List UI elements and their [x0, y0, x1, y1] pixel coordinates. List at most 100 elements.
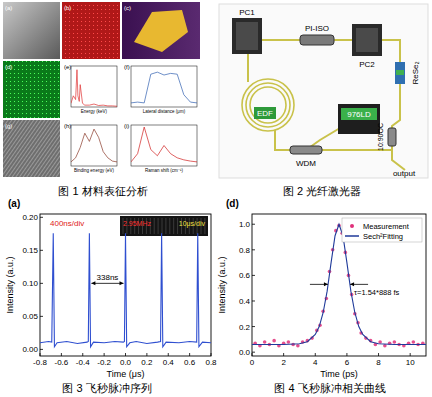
x-tick-label: 10	[406, 358, 415, 367]
data-area	[71, 129, 117, 162]
y-tick-label: 0.20	[22, 213, 38, 222]
annotation-arrow	[91, 283, 123, 284]
x-tick-label: 6	[345, 358, 350, 367]
eds-map-green	[3, 61, 60, 118]
data-line	[131, 127, 197, 162]
component-label: PI-ISO	[305, 24, 329, 33]
fiber-output	[392, 150, 405, 170]
panel-label: (e)	[64, 64, 71, 70]
x-tick-label: 0.8	[205, 358, 217, 367]
legend-label: Sech²Fitting	[363, 232, 403, 241]
y-tick	[252, 249, 255, 250]
x-tick-label: 4	[313, 358, 318, 367]
figure-page: (a)(b)(c)(d)(e)(f)(g)(h)(i)图 1 材料表征分析EDF…	[0, 0, 432, 397]
edf-coil	[250, 87, 286, 123]
x-axis-label: Raman shift (cm⁻¹)	[145, 168, 184, 173]
inset-trace	[162, 218, 163, 234]
data-point	[296, 344, 300, 348]
y-axis-label: Intensity (a.u.)	[5, 256, 15, 313]
inset-image	[120, 216, 208, 236]
caption: 图 1 材料表征分析	[58, 185, 147, 197]
x-tick	[82, 353, 83, 356]
component-label: PC1	[239, 8, 255, 17]
x-axis-label: Lateral distance (μm)	[143, 109, 186, 114]
legend-line	[345, 235, 359, 237]
x-tick	[168, 353, 169, 356]
component-label: 976LD	[347, 110, 371, 119]
legend-marker	[350, 224, 354, 228]
x-axis-label: Time (ps)	[320, 369, 358, 379]
polarization-controller	[352, 24, 382, 56]
data-point	[272, 339, 276, 343]
plot-frame	[131, 66, 197, 107]
x-axis-label: Binding energy (eV)	[74, 168, 114, 173]
plot-tile	[62, 120, 120, 177]
inset-trace	[158, 218, 159, 234]
figure1: (a)(b)(c)(d)(e)(f)(g)(h)(i)图 1 材料表征分析	[3, 2, 200, 197]
saturable-absorber	[395, 62, 405, 84]
chart: Energy (keV)	[71, 66, 117, 114]
chart: Binding energy (eV)	[71, 125, 117, 173]
x-tick	[61, 353, 62, 356]
x-tick-label: -0.4	[76, 358, 90, 367]
chart: Raman shift (cm⁻¹)	[131, 125, 197, 173]
x-tick	[410, 353, 411, 356]
component-label: output	[393, 169, 416, 178]
panel-label: (h)	[64, 123, 71, 129]
component-label: 10:90OC	[377, 123, 384, 151]
y-tick-label: 0.2	[239, 323, 251, 332]
x-tick-label: 8	[376, 358, 381, 367]
plot-tile	[122, 61, 200, 118]
output-coupler	[388, 128, 396, 146]
x-tick	[40, 353, 41, 356]
data-area	[71, 70, 117, 107]
data-line	[131, 72, 197, 103]
y-tick-label: 0.0	[239, 348, 251, 357]
polarization-controller	[232, 18, 262, 54]
plot-frame	[71, 125, 117, 166]
y-tick	[252, 275, 255, 276]
data-area	[131, 127, 197, 162]
y-axis-label: Intensity (a.u.)	[217, 256, 227, 313]
caption: 图 2 光纤激光器	[283, 185, 361, 197]
plot-tile	[122, 120, 200, 177]
x-tick	[346, 353, 347, 356]
data-point	[263, 340, 267, 344]
pc-face	[236, 22, 258, 50]
isolator	[300, 35, 334, 45]
afm-image	[122, 2, 200, 59]
inset-trace	[169, 218, 170, 234]
plot-frame	[252, 214, 426, 356]
panel-label: (c)	[124, 5, 131, 11]
y-tick	[40, 217, 43, 218]
inset-trace	[173, 218, 174, 234]
x-tick	[211, 353, 212, 356]
y-tick-label: 0.8	[239, 246, 251, 255]
annotation-arrowhead	[324, 282, 354, 286]
pump-laser	[338, 104, 380, 134]
diagram-frame	[219, 4, 428, 178]
eds-map-red	[62, 2, 120, 59]
y-tick	[40, 283, 43, 284]
data-line	[71, 129, 117, 162]
panel-label: (a)	[5, 5, 12, 11]
data-area	[40, 233, 211, 347]
y-tick-label: 0.05	[22, 312, 38, 321]
data-area	[252, 224, 426, 348]
inset-trace	[165, 218, 166, 234]
x-tick	[378, 353, 379, 356]
y-tick	[252, 352, 255, 353]
y-tick	[252, 326, 255, 327]
wdm	[290, 146, 322, 154]
x-tick-label: 0.2	[141, 358, 153, 367]
caption: 图 3 飞秒脉冲序列	[62, 382, 151, 394]
pump-label-box	[341, 108, 377, 120]
data-line	[71, 70, 117, 107]
data-line	[252, 224, 426, 344]
panel-label: (d)	[5, 64, 12, 70]
inset-label: 2.95MHz	[123, 220, 152, 227]
plot-frame	[131, 125, 197, 166]
x-tick-label: 0.4	[163, 358, 175, 367]
annotation: (a)	[8, 198, 20, 209]
annotation: 400ns/div	[50, 219, 84, 228]
